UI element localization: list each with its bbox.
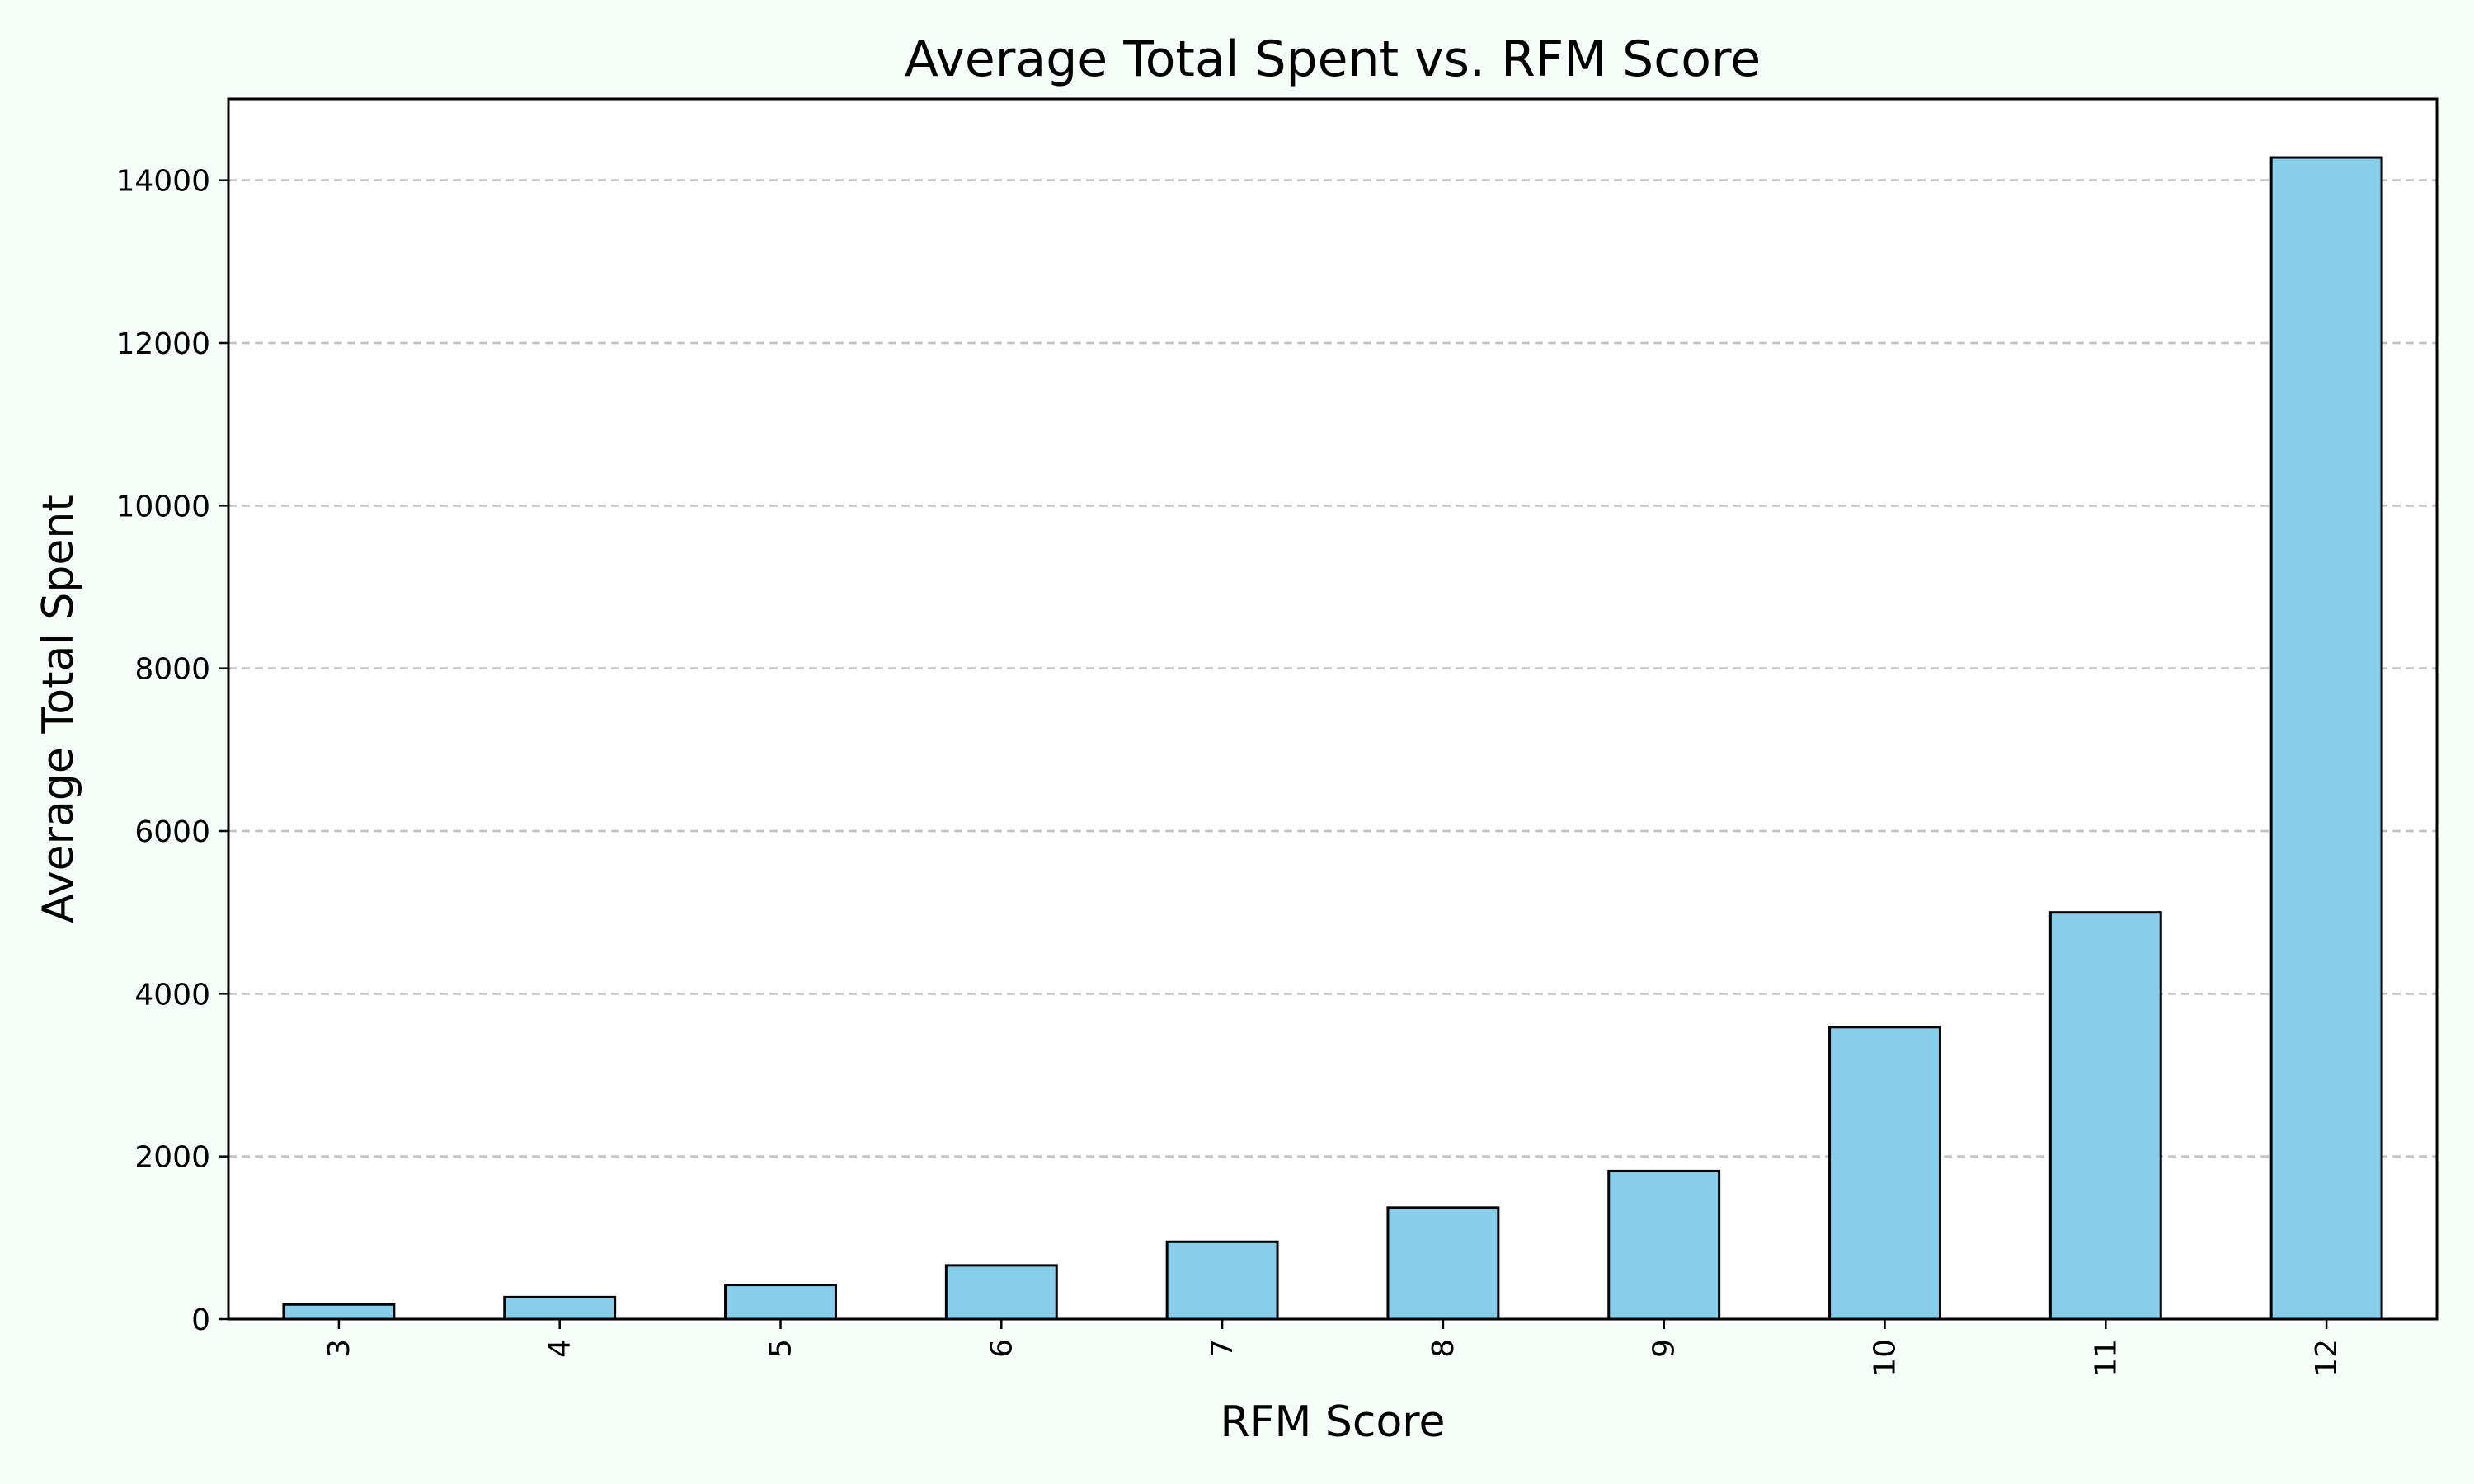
x-tick-label: 6 xyxy=(985,1339,1018,1358)
bar-rfm-3 xyxy=(282,1303,396,1321)
bars xyxy=(282,156,2383,1321)
y-tick-label: 8000 xyxy=(134,653,210,687)
y-tick-label: 2000 xyxy=(134,1141,210,1175)
x-tick-label: 3 xyxy=(322,1339,356,1358)
x-tick-label: 4 xyxy=(543,1339,577,1358)
bar-rfm-5 xyxy=(724,1284,837,1321)
bar-rfm-11 xyxy=(2048,911,2162,1321)
chart-title: Average Total Spent vs. RFM Score xyxy=(905,31,1761,88)
plot-frame xyxy=(227,97,2439,1321)
x-tick-label: 12 xyxy=(2310,1339,2344,1377)
x-tick-label: 9 xyxy=(1648,1339,1681,1358)
x-tick-label: 10 xyxy=(1869,1339,1903,1377)
bar-rfm-4 xyxy=(503,1295,617,1321)
x-tick-label: 11 xyxy=(2089,1339,2123,1377)
y-tick-label: 4000 xyxy=(134,978,210,1012)
x-axis-label: RFM Score xyxy=(1220,1397,1445,1447)
x-tick-label: 8 xyxy=(1427,1339,1460,1358)
bar-rfm-9 xyxy=(1607,1169,1721,1321)
x-tick-label: 7 xyxy=(1206,1339,1239,1358)
y-axis-label: Average Total Spent xyxy=(34,495,83,923)
y-tick-label: 14000 xyxy=(115,165,210,199)
y-tick-label: 12000 xyxy=(115,327,210,361)
bar-rfm-8 xyxy=(1386,1206,1500,1321)
x-tick-label: 5 xyxy=(764,1339,798,1358)
bar-rfm-7 xyxy=(1165,1240,1279,1321)
bar-rfm-10 xyxy=(1828,1026,1941,1321)
ticks: 0 2000 4000 6000 8000 10000 12000 14000 3 4 5 6 7 8 9 1… xyxy=(115,165,2344,1377)
y-tick-label: 10000 xyxy=(115,490,210,524)
y-tick-label: 6000 xyxy=(134,815,210,849)
bar-rfm-12 xyxy=(2269,156,2383,1321)
y-tick-label: 0 xyxy=(191,1303,210,1337)
bar-rfm-6 xyxy=(944,1264,1058,1321)
